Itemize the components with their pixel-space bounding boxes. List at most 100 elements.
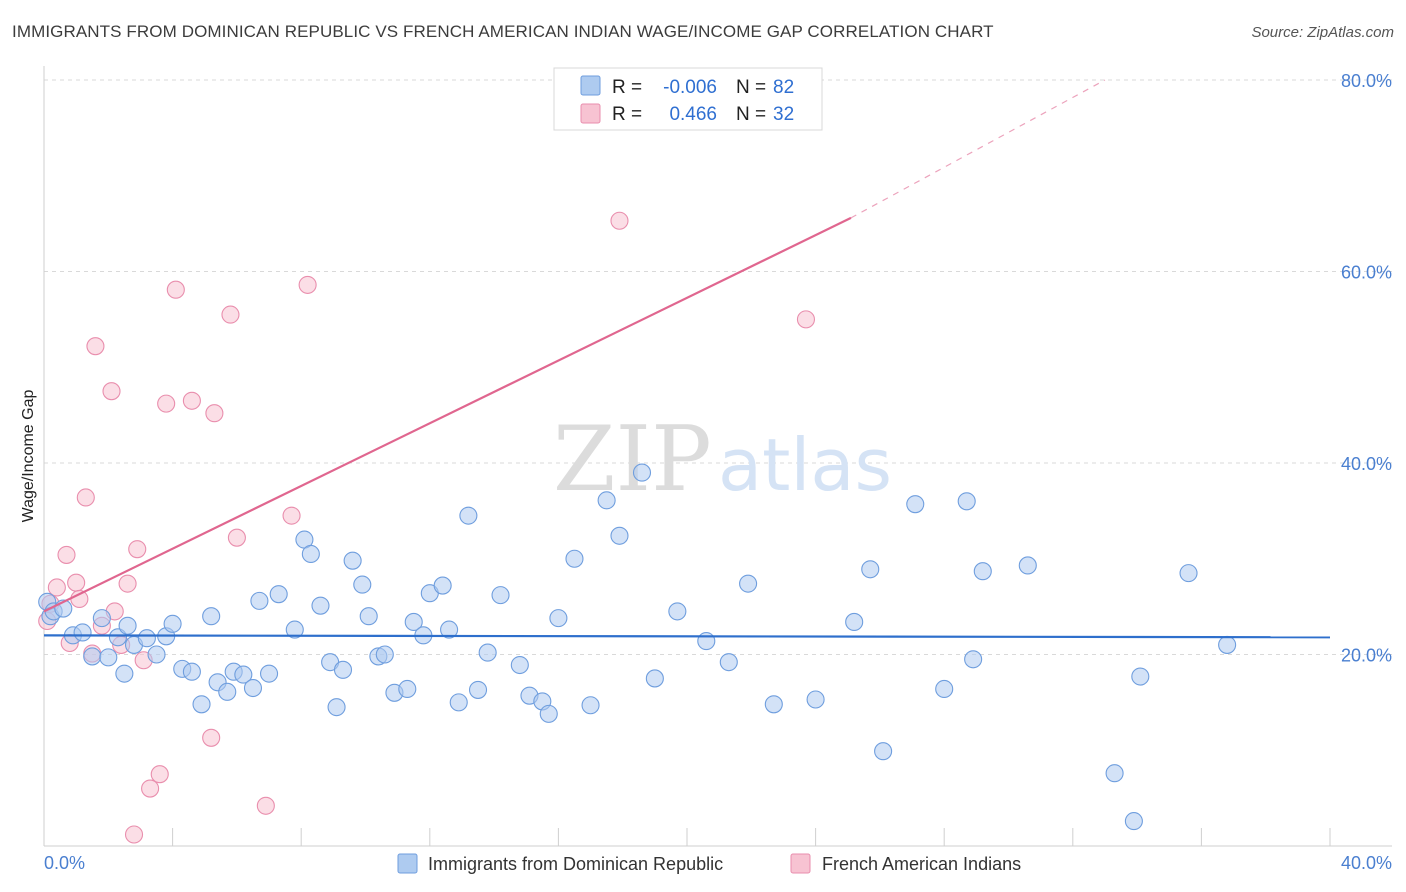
data-point-dominican-republic [764, 695, 783, 714]
data-point-french-american-indians [124, 825, 144, 844]
data-point-dominican-republic [353, 575, 372, 594]
trend-line-french-american-indians [43, 216, 852, 613]
data-point-french-american-indians [166, 280, 185, 299]
data-point-french-american-indians [205, 404, 224, 423]
data-point-dominican-republic [343, 551, 362, 570]
data-point-dominican-republic [137, 629, 156, 648]
data-point-french-american-indians [76, 488, 95, 507]
data-point-dominican-republic [1179, 564, 1198, 583]
watermark: ZIP atlas [553, 407, 892, 512]
data-point-french-american-indians [150, 765, 169, 784]
series-legend-label-pink: French American Indians [822, 854, 1021, 874]
data-point-dominican-republic [565, 549, 584, 568]
series-french-american-indians [38, 211, 816, 844]
data-point-dominican-republic [398, 679, 417, 699]
x-tick-label-max: 40.0% [1341, 853, 1392, 873]
chart-title: IMMIGRANTS FROM DOMINICAN REPUBLIC VS FR… [12, 22, 994, 41]
data-point-dominican-republic [218, 682, 237, 701]
data-point-dominican-republic [92, 609, 111, 628]
data-point-dominican-republic [739, 574, 758, 593]
trend-line-dominican-republic [43, 634, 1331, 639]
data-point-french-american-indians [86, 337, 105, 356]
data-point-french-american-indians [141, 779, 160, 798]
data-point-french-american-indians [298, 275, 317, 294]
data-point-dominican-republic [311, 596, 330, 615]
data-point-dominican-republic [806, 690, 825, 709]
legend-n-label-1: N = [736, 77, 766, 98]
series-legend-label-blue: Immigrants from Dominican Republic [428, 854, 723, 874]
data-point-dominican-republic [1105, 764, 1124, 783]
data-point-french-american-indians [202, 728, 221, 747]
data-point-dominican-republic [935, 679, 954, 699]
data-point-dominican-republic [964, 650, 983, 669]
data-point-dominican-republic [375, 645, 394, 664]
data-point-dominican-republic [697, 632, 716, 651]
data-point-dominican-republic [99, 648, 118, 667]
data-point-dominican-republic [182, 662, 201, 681]
y-tick-label: 20.0% [1341, 646, 1392, 666]
data-point-french-american-indians [182, 391, 201, 410]
data-point-french-american-indians [157, 394, 176, 413]
data-point-dominican-republic [449, 693, 468, 712]
watermark-atlas: atlas [718, 423, 892, 507]
gridlines [44, 79, 1392, 655]
series-legend-swatch-pink [790, 853, 811, 874]
data-point-dominican-republic [1218, 635, 1237, 654]
data-point-dominican-republic [1124, 812, 1143, 831]
legend-swatch-pink [580, 103, 601, 124]
data-point-french-american-indians [282, 506, 301, 525]
series-legend-swatch-blue [397, 853, 418, 874]
data-point-dominican-republic [861, 560, 880, 579]
data-point-dominican-republic [957, 492, 976, 511]
y-tick-label: 40.0% [1341, 454, 1392, 474]
data-point-dominican-republic [668, 602, 687, 621]
data-point-dominican-republic [719, 653, 738, 672]
data-point-dominican-republic [632, 463, 652, 482]
data-point-dominican-republic [234, 665, 253, 684]
data-point-dominican-republic [269, 585, 288, 604]
data-point-dominican-republic [597, 491, 616, 510]
data-point-dominican-republic [202, 607, 221, 626]
data-point-french-american-indians [118, 574, 137, 593]
data-point-dominican-republic [468, 680, 488, 699]
data-point-french-american-indians [128, 540, 147, 559]
legend-n-label-2: N = [736, 104, 766, 125]
data-point-dominican-republic [359, 607, 378, 626]
data-point-dominican-republic [491, 586, 510, 605]
data-point-french-american-indians [57, 545, 76, 564]
y-tick-label: 60.0% [1341, 263, 1392, 283]
data-point-french-american-indians [102, 382, 121, 401]
data-point-dominican-republic [581, 696, 600, 715]
data-point-dominican-republic [404, 612, 423, 631]
data-point-french-american-indians [47, 578, 66, 597]
data-point-dominican-republic [549, 609, 568, 628]
data-point-dominican-republic [243, 678, 263, 698]
data-point-dominican-republic [250, 591, 269, 610]
y-tick-label: 80.0% [1341, 71, 1392, 91]
data-point-dominican-republic [433, 576, 452, 595]
legend-r-label-1: R = [612, 77, 642, 98]
data-point-french-american-indians [796, 310, 816, 329]
data-point-dominican-republic [610, 526, 629, 545]
data-point-dominican-republic [73, 623, 92, 642]
data-point-dominican-republic [973, 562, 992, 581]
data-point-dominican-republic [539, 704, 558, 723]
data-point-dominican-republic [285, 620, 304, 639]
watermark-zip: ZIP [553, 407, 712, 512]
data-point-dominican-republic [192, 695, 211, 714]
legend-r-label-2: R = [612, 104, 642, 125]
data-point-dominican-republic [645, 669, 664, 688]
data-point-dominican-republic [118, 616, 137, 635]
data-point-dominican-republic [1131, 667, 1150, 686]
data-point-french-american-indians [610, 211, 629, 230]
series-legend: Immigrants from Dominican Republic Frenc… [397, 853, 1021, 874]
correlation-legend: R = -0.006 N = 82 R = 0.466 N = 32 [553, 67, 823, 131]
x-axis-ticks [43, 828, 1331, 846]
data-point-dominican-republic [115, 664, 134, 683]
trend-lines [43, 79, 1331, 639]
legend-r-value-1: -0.006 [663, 77, 717, 98]
data-point-dominican-republic [478, 643, 497, 662]
data-point-french-american-indians [67, 573, 86, 592]
data-point-dominican-republic [1018, 556, 1037, 575]
